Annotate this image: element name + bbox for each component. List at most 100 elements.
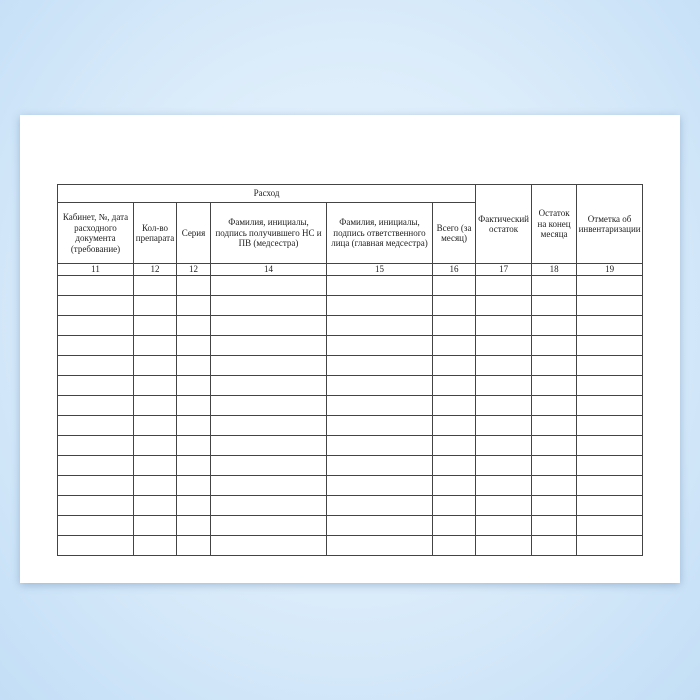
- table-cell: [210, 395, 327, 416]
- table-cell: [133, 535, 177, 556]
- table-cell: [176, 495, 211, 516]
- table-cell: [176, 395, 211, 416]
- table-cell: [57, 495, 134, 516]
- table-cell: [576, 355, 644, 376]
- table-cell: [176, 475, 211, 496]
- table-cell: [57, 375, 134, 396]
- table-cell: [531, 395, 578, 416]
- table-cell: [531, 455, 578, 476]
- table-cell: [57, 275, 134, 296]
- table-cell: [531, 375, 578, 396]
- table-cell: [326, 395, 433, 416]
- table-cell: [576, 475, 644, 496]
- table-cell: [133, 375, 177, 396]
- table-cell: [576, 335, 644, 356]
- table-cell: [431, 515, 477, 536]
- table-row: [57, 315, 644, 336]
- table-cell: [210, 415, 327, 436]
- table-cell: [475, 515, 533, 536]
- table-cell: [326, 295, 433, 316]
- table-cell: [326, 475, 433, 496]
- col-header-12a: Кол-во препарата: [133, 202, 177, 264]
- table-cell: [475, 455, 533, 476]
- table-cell: [576, 435, 644, 456]
- table-cell: [475, 435, 533, 456]
- table-cell: [176, 295, 211, 316]
- table-cell: [576, 495, 644, 516]
- table-cell: [210, 295, 327, 316]
- table-row: [57, 415, 644, 436]
- table-cell: [431, 355, 477, 376]
- table-cell: [133, 355, 177, 376]
- table-cell: [176, 335, 211, 356]
- table-cell: [475, 355, 533, 376]
- table-cell: [431, 275, 477, 296]
- table-cell: [133, 315, 177, 336]
- col-header-14: Фамилия, инициалы, подпись получившего Н…: [210, 202, 327, 264]
- table-row: [57, 515, 644, 536]
- col-number: 14: [210, 263, 327, 276]
- table-cell: [531, 435, 578, 456]
- col-number: 12: [176, 263, 211, 276]
- table-row: [57, 375, 644, 396]
- col-header-11: Кабинет, №, дата расходного документа (т…: [57, 202, 134, 264]
- table-cell: [57, 395, 134, 416]
- table-cell: [176, 375, 211, 396]
- table-cell: [475, 315, 533, 336]
- col-number: 18: [531, 263, 578, 276]
- table-cell: [57, 515, 134, 536]
- col-header-16: Всего (за месяц): [431, 202, 477, 264]
- table-row: [57, 495, 644, 516]
- col-number: 12: [133, 263, 177, 276]
- table-cell: [176, 435, 211, 456]
- table-cell: [176, 455, 211, 476]
- table-cell: [57, 435, 134, 456]
- table-cell: [475, 335, 533, 356]
- table-cell: [57, 315, 134, 336]
- table-cell: [57, 415, 134, 436]
- column-numbers-row: 11 12 12 14 15 16 17 18 19: [57, 263, 644, 276]
- table-cell: [475, 295, 533, 316]
- table-cell: [431, 495, 477, 516]
- table-cell: [210, 495, 327, 516]
- col-number: 16: [431, 263, 477, 276]
- table-cell: [57, 455, 134, 476]
- table-cell: [133, 415, 177, 436]
- table-cell: [326, 375, 433, 396]
- table-cell: [531, 495, 578, 516]
- table-cell: [210, 355, 327, 376]
- table-cell: [326, 415, 433, 436]
- col-header-18: Остаток на конец месяца: [531, 184, 578, 264]
- table-cell: [431, 335, 477, 356]
- table-cell: [210, 455, 327, 476]
- table-cell: [576, 395, 644, 416]
- table-cell: [210, 515, 327, 536]
- table-cell: [210, 275, 327, 296]
- table-cell: [531, 315, 578, 336]
- table-cell: [576, 295, 644, 316]
- table-cell: [210, 375, 327, 396]
- table-cell: [133, 515, 177, 536]
- table-cell: [475, 375, 533, 396]
- table-cell: [576, 315, 644, 336]
- table-cell: [176, 515, 211, 536]
- table-row: [57, 395, 644, 416]
- table-cell: [531, 415, 578, 436]
- table-cell: [475, 535, 533, 556]
- col-header-15: Фамилия, инициалы, подпись ответственног…: [326, 202, 433, 264]
- table-cell: [133, 295, 177, 316]
- table-cell: [326, 455, 433, 476]
- col-number: 19: [576, 263, 644, 276]
- table-cell: [176, 535, 211, 556]
- table-cell: [531, 355, 578, 376]
- table-cell: [431, 435, 477, 456]
- table-cell: [431, 295, 477, 316]
- table-row: [57, 355, 644, 376]
- table-cell: [176, 315, 211, 336]
- table-cell: [475, 495, 533, 516]
- table-cell: [176, 355, 211, 376]
- table-cell: [475, 395, 533, 416]
- table-cell: [576, 455, 644, 476]
- table-row: [57, 335, 644, 356]
- table-cell: [431, 415, 477, 436]
